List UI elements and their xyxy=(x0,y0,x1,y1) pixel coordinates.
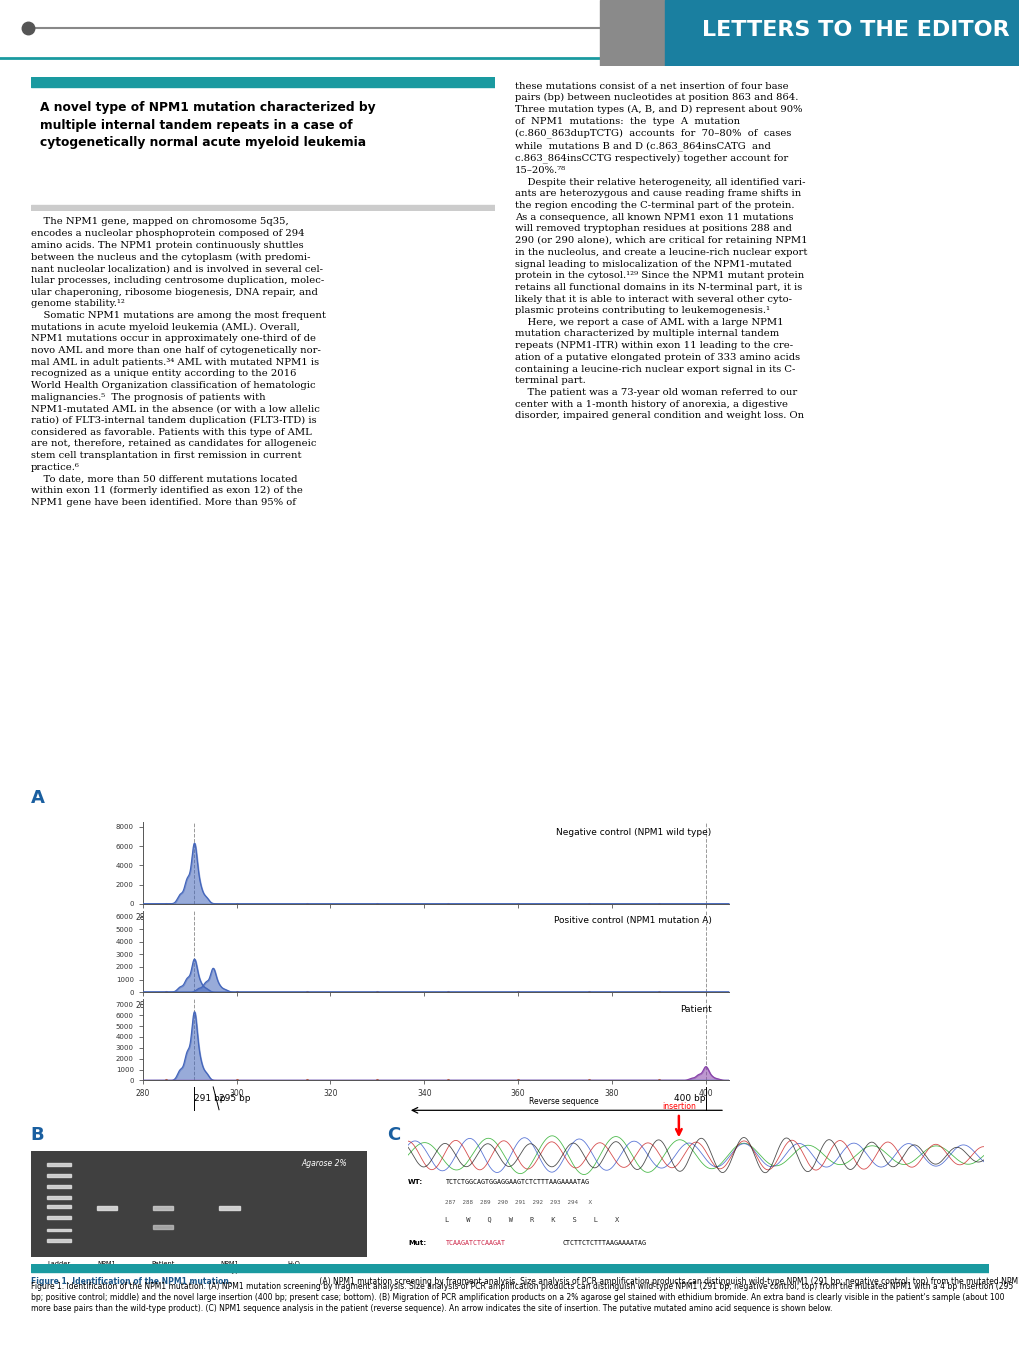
Text: NPM1
mutation A: NPM1 mutation A xyxy=(89,1261,125,1275)
Text: Figure 1. Identification of the NPM1 mutation. (A) NPM1 mutation screening by fr: Figure 1. Identification of the NPM1 mut… xyxy=(31,1282,1012,1313)
Text: Figure 1. Identification of the NPM1 mutation.: Figure 1. Identification of the NPM1 mut… xyxy=(31,1276,231,1286)
Bar xyxy=(31,205,494,211)
Point xyxy=(369,981,385,1003)
Text: haematologica 2018; 103:e575: haematologica 2018; 103:e575 xyxy=(428,1340,591,1351)
Bar xyxy=(31,1264,988,1272)
Text: Agarose 2%: Agarose 2% xyxy=(301,1159,346,1169)
Point xyxy=(158,981,174,1003)
Bar xyxy=(219,1207,239,1210)
Bar xyxy=(31,77,494,87)
Point xyxy=(299,1070,315,1091)
Point xyxy=(439,981,455,1003)
Bar xyxy=(47,1216,71,1219)
Bar xyxy=(153,1207,173,1210)
Point xyxy=(650,981,666,1003)
Text: 287  288  289  290  291  292  293  294   X: 287 288 289 290 291 292 293 294 X xyxy=(445,1200,592,1205)
Point xyxy=(580,981,596,1003)
Bar xyxy=(47,1196,71,1199)
Point xyxy=(299,893,315,915)
Text: Positive control (NPM1 mutation A): Positive control (NPM1 mutation A) xyxy=(553,916,711,925)
Text: A novel type of NPM1 mutation characterized by
multiple internal tandem repeats : A novel type of NPM1 mutation characteri… xyxy=(40,102,375,149)
Point xyxy=(510,981,526,1003)
Text: L    W    Q    W    R    K    S    L    X: L W Q W R K S L X xyxy=(445,1216,620,1222)
Point xyxy=(369,893,385,915)
Bar xyxy=(153,1226,173,1229)
Bar xyxy=(47,1239,71,1242)
Point xyxy=(158,893,174,915)
Text: TCAAGATCTCAAGAT: TCAAGATCTCAAGAT xyxy=(445,1241,505,1246)
Text: these mutations consist of a net insertion of four base
pairs (bp) between nucle: these mutations consist of a net inserti… xyxy=(515,82,807,420)
Text: Reverse sequence: Reverse sequence xyxy=(528,1097,598,1106)
Text: insertion: insertion xyxy=(661,1102,695,1112)
Point xyxy=(650,893,666,915)
Point xyxy=(510,893,526,915)
Point xyxy=(510,1070,526,1091)
Bar xyxy=(47,1229,71,1231)
Bar xyxy=(47,1185,71,1188)
Text: The NPM1 gene, mapped on chromosome 5q35,
encodes a nucleolar phosphoprotein com: The NPM1 gene, mapped on chromosome 5q35… xyxy=(31,217,325,507)
Text: S    R    S    Q    D    L    F    S    L    R    K    X: S R S Q D L F S L R K X xyxy=(445,1265,683,1271)
Point xyxy=(580,893,596,915)
Point xyxy=(439,893,455,915)
Bar xyxy=(47,1163,71,1166)
Bar xyxy=(599,0,664,65)
Text: 400 bp: 400 bp xyxy=(674,1094,705,1104)
Point xyxy=(158,1070,174,1091)
Point xyxy=(228,1070,245,1091)
Bar xyxy=(47,1205,71,1208)
Text: H₂O: H₂O xyxy=(287,1261,300,1267)
Text: A: A xyxy=(31,790,45,807)
Text: CTCTTCTCTTTAAGAAAATAG: CTCTTCTCTTTAAGAAAATAG xyxy=(561,1241,645,1246)
Text: Patient: Patient xyxy=(152,1261,174,1267)
Point xyxy=(439,1070,455,1091)
Text: B: B xyxy=(31,1125,44,1144)
Bar xyxy=(664,0,1019,65)
Bar xyxy=(97,1207,117,1210)
Text: Patient: Patient xyxy=(680,1004,711,1014)
Text: Mut:: Mut: xyxy=(408,1241,426,1246)
Text: Ladder: Ladder xyxy=(48,1261,70,1267)
Text: TCTCTGGCAGTGGAGGAAGTCTCTTTAAGAAAATAG: TCTCTGGCAGTGGAGGAAGTCTCTTTAAGAAAATAG xyxy=(445,1180,589,1185)
Text: (A) NPM1 mutation screening by fragment analysis. Size analysis of PCR amplifica: (A) NPM1 mutation screening by fragment … xyxy=(317,1276,1019,1286)
Point xyxy=(650,1070,666,1091)
Point xyxy=(228,893,245,915)
Point xyxy=(228,981,245,1003)
Text: NPM1
wild-type: NPM1 wild-type xyxy=(214,1261,245,1275)
Text: Negative control (NPM1 wild type): Negative control (NPM1 wild type) xyxy=(556,828,711,837)
Text: C: C xyxy=(387,1125,400,1144)
Text: WT:: WT: xyxy=(408,1180,423,1185)
Text: 295 bp: 295 bp xyxy=(219,1094,251,1104)
Text: 291 bp: 291 bp xyxy=(195,1094,225,1104)
Point xyxy=(369,1070,385,1091)
Bar xyxy=(47,1174,71,1177)
Point xyxy=(580,1070,596,1091)
Point xyxy=(299,981,315,1003)
Text: LETTERS TO THE EDITOR: LETTERS TO THE EDITOR xyxy=(702,20,1009,39)
